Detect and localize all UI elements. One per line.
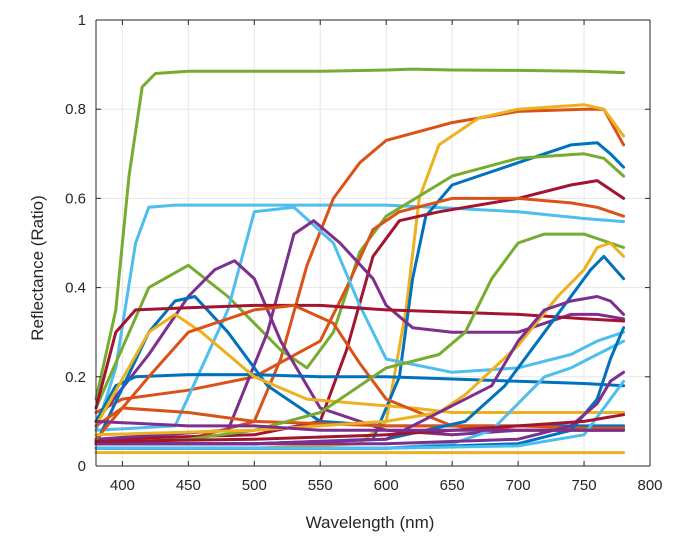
y-tick-label-4: 0.8 [65, 101, 86, 118]
y-tick-label-1: 0.2 [65, 369, 86, 386]
y-tick-label-2: 0.4 [65, 280, 86, 297]
x-tick-label-8: 800 [637, 477, 662, 494]
series-line-1 [94, 203, 626, 432]
x-tick-label-1: 450 [176, 477, 201, 494]
series-line-27 [94, 419, 626, 432]
y-tick-label-0: 0 [78, 458, 86, 475]
series-line-4 [94, 141, 626, 446]
series-line-8 [94, 205, 626, 432]
axes [95, 19, 651, 467]
series-line-5 [94, 152, 626, 410]
series-line-13 [94, 373, 626, 423]
x-tick-label-3: 550 [308, 477, 333, 494]
y-tick-label-5: 1 [78, 12, 86, 29]
x-tick-label-5: 650 [440, 477, 465, 494]
x-tick-label-4: 600 [374, 477, 399, 494]
series-lines [94, 67, 626, 455]
x-tick-label-2: 500 [242, 477, 267, 494]
series-line-20 [94, 295, 626, 446]
series-line-18 [94, 241, 626, 437]
y-axis-title: Reflectance (Ratio) [28, 195, 47, 341]
series-line-19 [94, 254, 626, 446]
series-line-14 [94, 312, 626, 428]
series-line-7 [94, 196, 626, 414]
x-tick-label-0: 400 [110, 477, 135, 494]
series-line-0 [94, 67, 626, 401]
series-line-23 [94, 370, 626, 446]
x-tick-label-6: 700 [506, 477, 531, 494]
x-axis-title: Wavelength (nm) [306, 513, 435, 532]
grid-lines [96, 19, 651, 467]
series-line-24 [94, 379, 626, 450]
y-tick-label-3: 0.6 [65, 190, 86, 207]
series-line-16 [94, 303, 626, 441]
series-line-2 [94, 107, 626, 446]
x-tick-label-7: 750 [572, 477, 597, 494]
tick-labels: 400 450 500 550 600 650 700 750 800 0 0.2 0.4 0.6 0.8… [65, 12, 662, 494]
